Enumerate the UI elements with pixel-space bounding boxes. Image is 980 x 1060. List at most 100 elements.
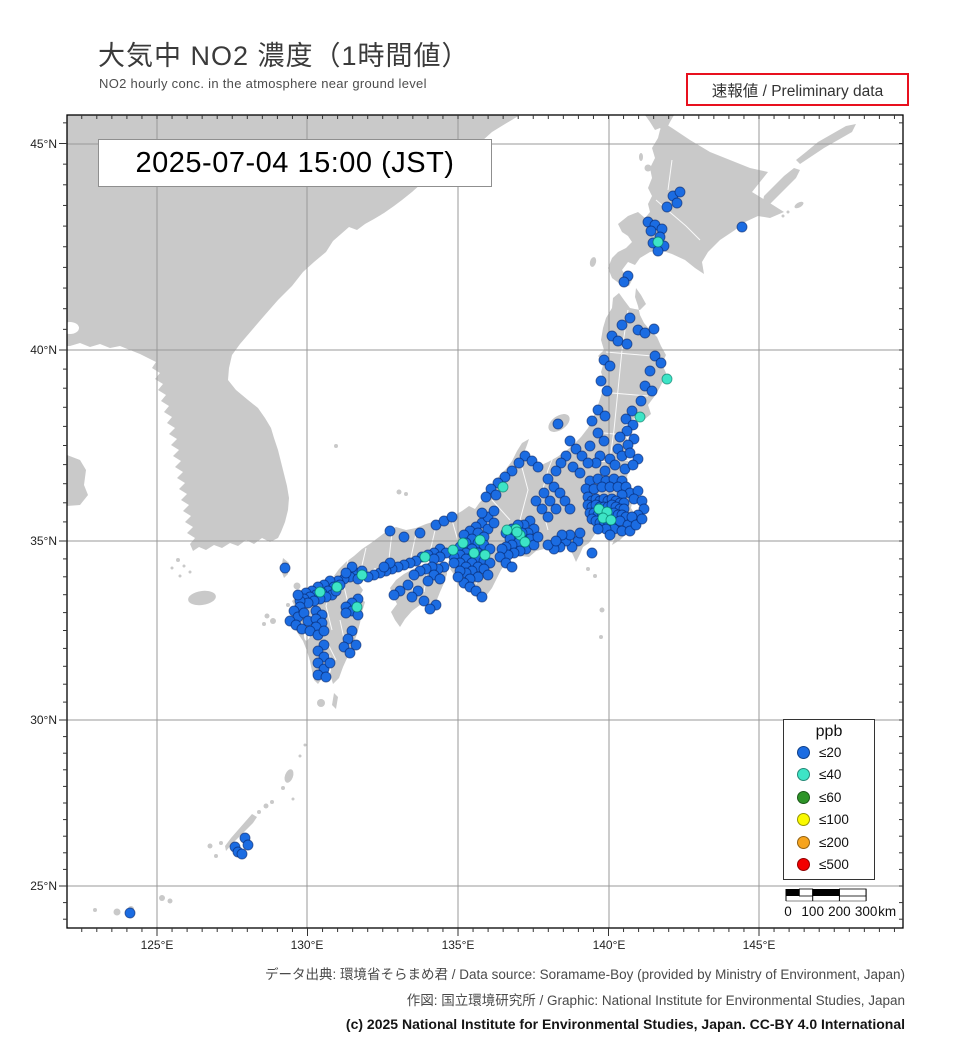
station-dot: [605, 514, 617, 526]
station-dot: [236, 848, 248, 860]
station-dot: [242, 839, 254, 851]
land-oki: [404, 492, 408, 496]
station-dot: [576, 450, 588, 462]
land-okinawa-islet: [263, 803, 269, 809]
legend-swatch-icon: [797, 813, 810, 827]
station-dot: [598, 435, 610, 447]
station-dot: [634, 411, 646, 423]
land-korean-islet: [188, 570, 192, 574]
station-dot: [384, 525, 396, 537]
station-dots-layer: [124, 186, 748, 919]
station-dot: [586, 547, 598, 559]
footer-copyright: (c) 2025 National Institute for Environm…: [345, 1016, 905, 1032]
land-okinawa-islet: [207, 843, 213, 849]
station-dot: [530, 495, 542, 507]
legend-rows: ≤20 ≤40 ≤60 ≤100 ≤200 ≤500: [784, 741, 874, 876]
station-dot: [604, 360, 616, 372]
station-dot: [661, 201, 673, 213]
lon-axis-label: 135°E: [442, 938, 475, 952]
station-dot: [419, 551, 431, 563]
land-korean-islet: [178, 574, 182, 578]
station-dot: [567, 461, 579, 473]
land-sakishima: [113, 908, 121, 916]
land-hirado: [286, 603, 290, 607]
station-dot: [612, 335, 624, 347]
station-dot: [599, 465, 611, 477]
land-tokara: [298, 754, 302, 758]
land-izu-island: [586, 567, 590, 571]
station-dot: [559, 495, 571, 507]
station-dot: [350, 639, 362, 651]
station-dot: [624, 447, 636, 459]
station-dot: [318, 625, 330, 637]
land-shikotan: [794, 201, 804, 209]
station-dot: [570, 443, 582, 455]
station-dot: [736, 221, 748, 233]
station-dot: [554, 487, 566, 499]
lon-axis-label: 130°E: [291, 938, 324, 952]
station-dot: [604, 529, 616, 541]
station-dot: [626, 405, 638, 417]
station-dot: [468, 547, 480, 559]
station-dot: [644, 365, 656, 377]
station-dot: [552, 418, 564, 430]
land-okinawa: [225, 814, 257, 851]
preliminary-badge: 速報値 / Preliminary data: [686, 73, 909, 106]
station-dot: [648, 323, 660, 335]
station-dot: [488, 517, 500, 529]
station-dot: [314, 586, 326, 598]
scalebar-tick-label: 0: [784, 904, 792, 919]
station-dot: [479, 549, 491, 561]
station-dot: [532, 531, 544, 543]
station-dot: [550, 535, 562, 547]
station-dot: [320, 671, 332, 683]
station-dot: [452, 571, 464, 583]
legend-item: ≤60: [784, 786, 874, 809]
station-dot: [482, 569, 494, 581]
station-dot: [448, 557, 460, 569]
station-dot: [592, 427, 604, 439]
footer-data-source: データ出典: 環境省そらまめ君 / Data source: Soramame-…: [265, 967, 905, 982]
station-dot: [406, 591, 418, 603]
land-korean-islet: [182, 564, 186, 568]
station-dot: [538, 487, 550, 499]
land-ulleung: [334, 444, 338, 448]
station-dot: [506, 465, 518, 477]
legend-item-label: ≤200: [819, 834, 849, 850]
station-dot: [501, 524, 513, 536]
land-habomai: [786, 210, 790, 214]
station-dot: [544, 495, 556, 507]
station-dot: [601, 385, 613, 397]
land-yakushima: [317, 699, 325, 707]
station-dot: [356, 569, 368, 581]
station-dot: [584, 440, 596, 452]
station-dot: [418, 595, 430, 607]
scalebar-unit: km: [878, 904, 896, 919]
station-dot: [592, 404, 604, 416]
station-dot: [652, 245, 664, 257]
legend-item: ≤500: [784, 854, 874, 877]
station-dot: [635, 395, 647, 407]
station-dot: [599, 410, 611, 422]
station-dot: [340, 607, 352, 619]
station-dot: [292, 589, 304, 601]
station-dot: [645, 225, 657, 237]
station-dot: [574, 467, 586, 479]
station-dot: [621, 338, 633, 350]
land-okinawa-islet: [219, 841, 223, 845]
lat-axis-label: 30°N: [30, 713, 57, 727]
station-dot: [595, 375, 607, 387]
station-dot: [550, 503, 562, 515]
legend: ppb ≤20 ≤40 ≤60 ≤100 ≤200 ≤500: [783, 719, 875, 880]
footer-graphic-credit: 作図: 国立環境研究所 / Graphic: National Institut…: [406, 993, 905, 1008]
station-dot: [624, 312, 636, 324]
station-dot: [474, 534, 486, 546]
legend-item: ≤200: [784, 831, 874, 854]
station-dot: [519, 536, 531, 548]
legend-item: ≤20: [784, 741, 874, 764]
grid-layer: [67, 115, 903, 928]
lon-axis-label: 145°E: [743, 938, 776, 952]
land-amami-islet: [291, 797, 295, 801]
station-dot: [639, 327, 651, 339]
lat-axis-label: 25°N: [30, 879, 57, 893]
